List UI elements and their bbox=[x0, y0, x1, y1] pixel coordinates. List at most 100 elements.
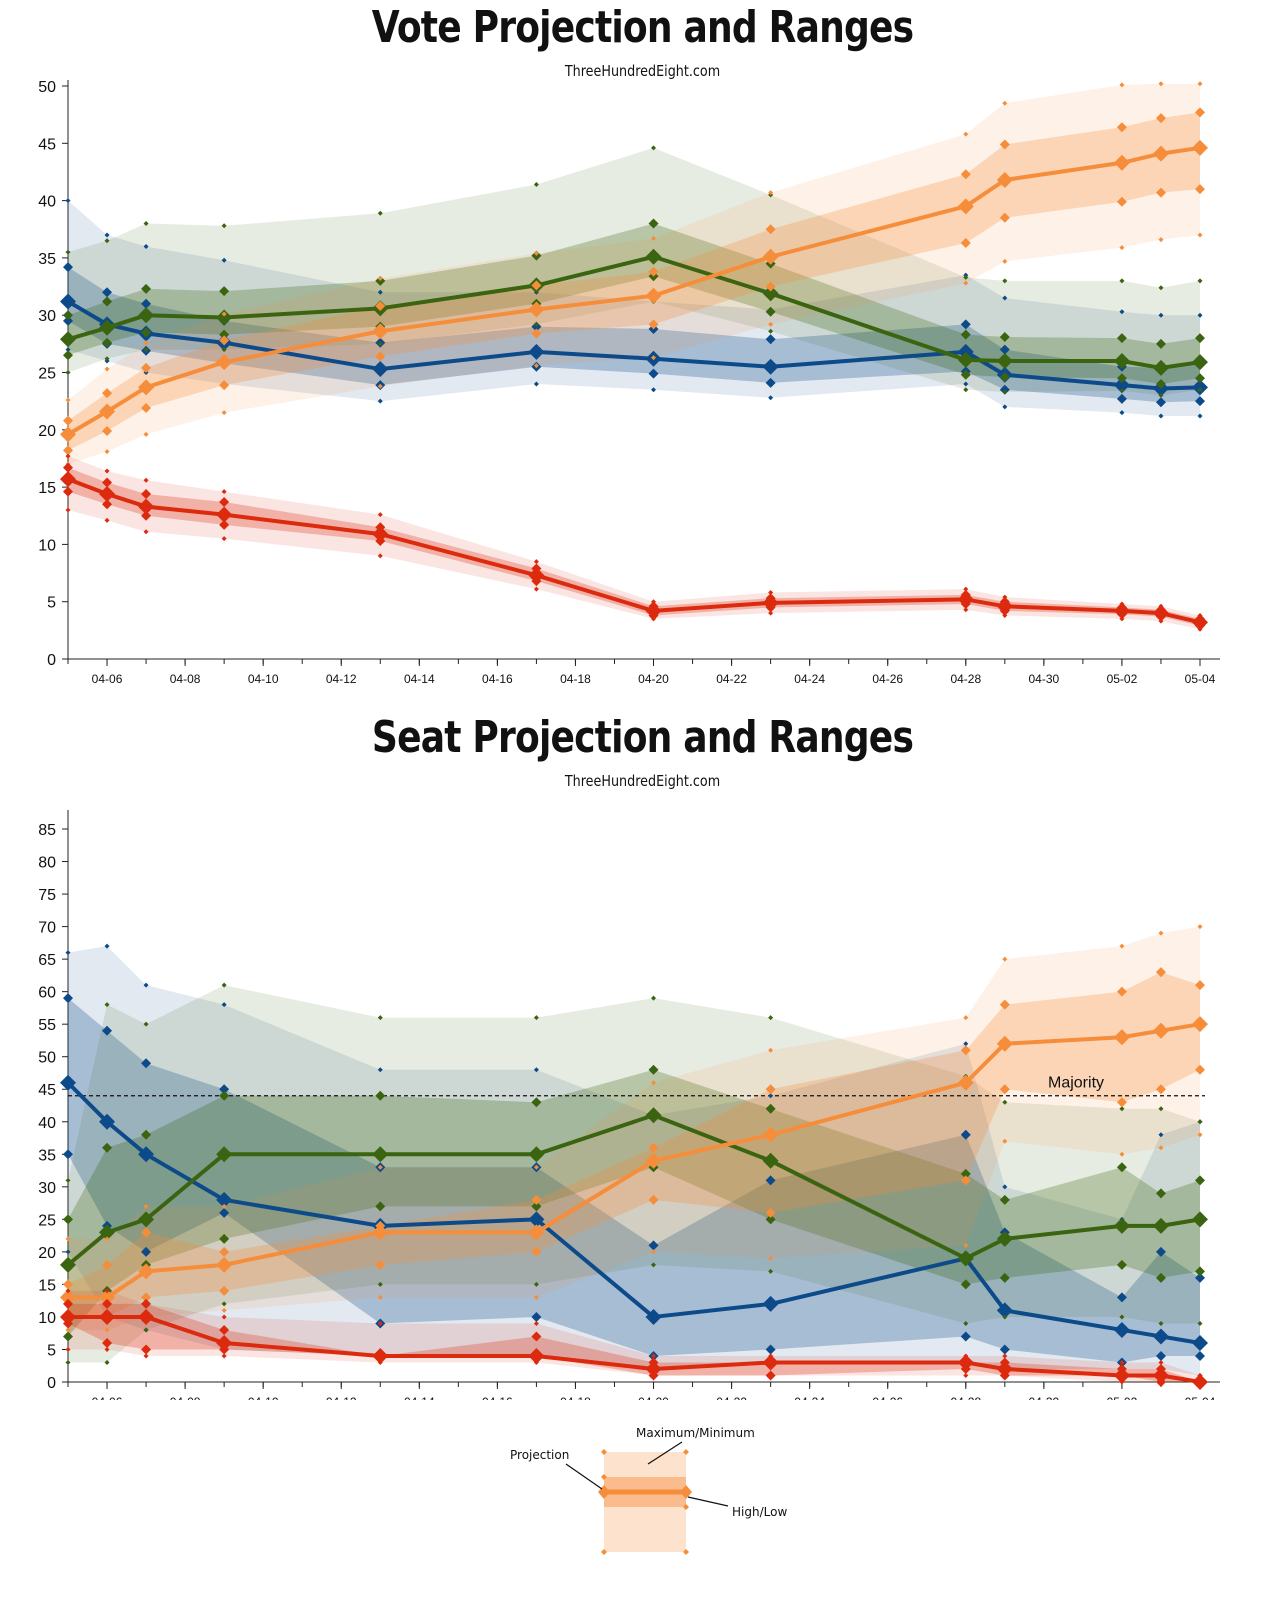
seat-low-point-orange bbox=[219, 1285, 230, 1296]
vote-max-point-orange bbox=[963, 131, 969, 137]
vote-min-point-orange bbox=[104, 449, 110, 455]
seat-x-tick-label: 04-24 bbox=[794, 1395, 825, 1400]
vote-min-point-orange bbox=[768, 321, 774, 327]
vote-high-point-orange bbox=[999, 139, 1010, 150]
vote-low-point-red bbox=[63, 486, 73, 497]
legend-max-min-band bbox=[604, 1452, 686, 1552]
seat-projection-point-red bbox=[1113, 1367, 1130, 1384]
vote-maxmin-band-green bbox=[68, 147, 1200, 396]
seat-high-point-green bbox=[141, 1129, 152, 1140]
seat-high-point-orange bbox=[219, 1246, 230, 1257]
seat-min-point-orange bbox=[963, 1242, 969, 1248]
vote-x-tick-label: 04-20 bbox=[638, 672, 669, 686]
vote-min-point-orange bbox=[143, 431, 149, 437]
seat-max-point-orange bbox=[1197, 924, 1203, 930]
vote-high-point-green bbox=[1195, 333, 1205, 344]
seat-min-point-green bbox=[533, 1281, 539, 1287]
seat-x-tick-label: 04-08 bbox=[170, 1395, 201, 1400]
vote-max-point-orange bbox=[1158, 81, 1164, 87]
vote-x-tick-label: 04-08 bbox=[170, 672, 201, 686]
vote-max-point-green bbox=[651, 145, 657, 151]
seat-projection-point-blue bbox=[528, 1211, 545, 1228]
vote-projection-point-blue bbox=[762, 358, 779, 375]
vote-min-point-blue bbox=[1197, 413, 1203, 419]
seat-high-point-red bbox=[531, 1331, 542, 1342]
vote-x-tick-label: 04-24 bbox=[794, 672, 825, 686]
seat-min-point-green bbox=[1002, 1314, 1008, 1320]
seat-projection-point-orange bbox=[60, 1289, 76, 1306]
vote-high-point-blue bbox=[102, 287, 113, 298]
vote-projection-point-orange bbox=[138, 379, 155, 396]
vote-x-tick-label: 04-30 bbox=[1029, 672, 1060, 686]
vote-min-point-green bbox=[1158, 392, 1164, 398]
vote-min-point-red bbox=[104, 517, 110, 523]
seat-max-point-blue bbox=[104, 943, 110, 949]
seat-max-point-orange bbox=[1119, 943, 1125, 949]
vote-min-point-orange bbox=[221, 410, 227, 416]
seat-projection-point-red bbox=[957, 1354, 974, 1371]
seat-x-tick-label: 04-10 bbox=[248, 1395, 279, 1400]
seat-low-point-green bbox=[531, 1201, 542, 1212]
seat-high-point-blue bbox=[1116, 1292, 1127, 1303]
seat-y-tick-label: 25 bbox=[38, 1212, 56, 1229]
vote-max-point-red bbox=[963, 586, 969, 592]
vote-min-point-red bbox=[377, 553, 383, 559]
seat-projection-point-blue bbox=[60, 1074, 76, 1091]
seat-min-point-green bbox=[963, 1320, 969, 1326]
vote-series-red bbox=[60, 453, 1208, 632]
vote-min-point-orange bbox=[377, 383, 383, 389]
seat-high-point-blue bbox=[219, 1084, 230, 1095]
vote-high-point-orange bbox=[63, 415, 73, 426]
seat-low-point-green bbox=[219, 1233, 230, 1244]
seat-high-point-orange bbox=[765, 1084, 776, 1095]
seat-high-point-orange bbox=[141, 1227, 152, 1238]
seat-max-point-orange bbox=[768, 1047, 774, 1053]
seat-y-tick-label: 30 bbox=[38, 1180, 56, 1197]
seat-max-point-orange bbox=[104, 1236, 110, 1242]
seat-min-point-orange bbox=[221, 1307, 227, 1313]
seat-max-point-green bbox=[221, 982, 227, 988]
vote-projection-point-green bbox=[762, 285, 779, 302]
seat-max-point-red bbox=[65, 1288, 71, 1294]
seat-high-point-red bbox=[63, 1298, 73, 1309]
vote-low-point-orange bbox=[1195, 184, 1205, 195]
vote-low-point-green bbox=[1155, 378, 1166, 389]
vote-low-point-orange bbox=[1116, 196, 1127, 207]
seat-y-tick-label: 55 bbox=[38, 1017, 56, 1034]
seat-low-point-orange bbox=[999, 1084, 1010, 1095]
vote-max-point-green bbox=[533, 182, 539, 188]
vote-min-point-green bbox=[377, 341, 383, 347]
vote-projection-point-red bbox=[645, 602, 662, 619]
seat-highlow-band-orange bbox=[68, 972, 1200, 1317]
vote-x-tick-label: 05-02 bbox=[1107, 672, 1138, 686]
vote-high-point-green bbox=[219, 286, 230, 297]
legend-marker-br bbox=[683, 1549, 689, 1555]
vote-max-point-blue bbox=[1119, 309, 1125, 315]
vote-max-point-orange bbox=[377, 276, 383, 282]
vote-low-point-green bbox=[1195, 373, 1205, 384]
seat-x-tick-label: 04-14 bbox=[404, 1395, 435, 1400]
vote-projection-point-red bbox=[99, 485, 116, 502]
seat-max-point-orange bbox=[143, 1203, 149, 1209]
vote-projection-point-blue bbox=[957, 343, 974, 360]
vote-high-point-green bbox=[141, 283, 152, 294]
seat-projection-point-orange bbox=[372, 1224, 389, 1241]
seat-max-point-blue bbox=[1002, 1184, 1008, 1190]
vote-projection-point-red bbox=[216, 506, 233, 523]
seat-projection-point-orange bbox=[957, 1074, 974, 1091]
seat-high-point-blue bbox=[63, 993, 73, 1004]
vote-max-point-green bbox=[104, 238, 110, 244]
seat-y-tick-label: 75 bbox=[38, 887, 56, 904]
vote-low-point-blue bbox=[1155, 397, 1166, 408]
vote-min-point-red bbox=[65, 507, 71, 513]
seat-low-point-orange bbox=[648, 1194, 659, 1205]
seat-series-red bbox=[60, 1288, 1208, 1390]
seat-projection-point-orange bbox=[645, 1152, 662, 1169]
legend-marker-tr bbox=[683, 1449, 689, 1455]
vote-low-point-orange bbox=[531, 328, 542, 339]
seat-low-point-green bbox=[999, 1272, 1010, 1283]
vote-high-point-green bbox=[63, 310, 73, 321]
vote-projection-point-orange bbox=[216, 354, 233, 371]
vote-projection-point-orange bbox=[1192, 139, 1208, 156]
vote-min-point-green bbox=[104, 356, 110, 362]
